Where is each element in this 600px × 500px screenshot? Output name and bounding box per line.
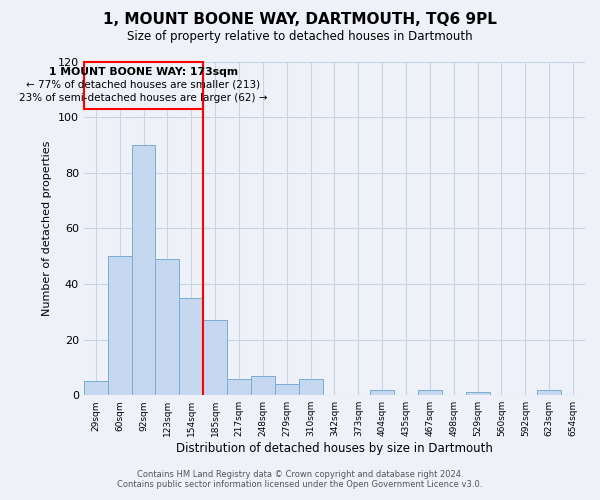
Bar [370,390,394,395]
Text: Size of property relative to detached houses in Dartmouth: Size of property relative to detached ho… [127,30,473,43]
Bar [537,390,561,395]
Bar [251,376,275,395]
Bar [227,378,251,395]
Bar [155,259,179,395]
Text: 23% of semi-detached houses are larger (62) →: 23% of semi-detached houses are larger (… [19,94,268,104]
Bar [108,256,131,395]
Y-axis label: Number of detached properties: Number of detached properties [43,140,52,316]
Bar [203,320,227,395]
FancyBboxPatch shape [84,62,203,109]
Bar [275,384,299,395]
X-axis label: Distribution of detached houses by size in Dartmouth: Distribution of detached houses by size … [176,442,493,455]
Bar [131,145,155,395]
Text: 1, MOUNT BOONE WAY, DARTMOUTH, TQ6 9PL: 1, MOUNT BOONE WAY, DARTMOUTH, TQ6 9PL [103,12,497,28]
Text: ← 77% of detached houses are smaller (213): ← 77% of detached houses are smaller (21… [26,80,260,90]
Bar [418,390,442,395]
Bar [299,378,323,395]
Text: Contains HM Land Registry data © Crown copyright and database right 2024.
Contai: Contains HM Land Registry data © Crown c… [118,470,482,489]
Bar [466,392,490,395]
Text: 1 MOUNT BOONE WAY: 173sqm: 1 MOUNT BOONE WAY: 173sqm [49,67,238,77]
Bar [84,382,108,395]
Bar [179,298,203,395]
